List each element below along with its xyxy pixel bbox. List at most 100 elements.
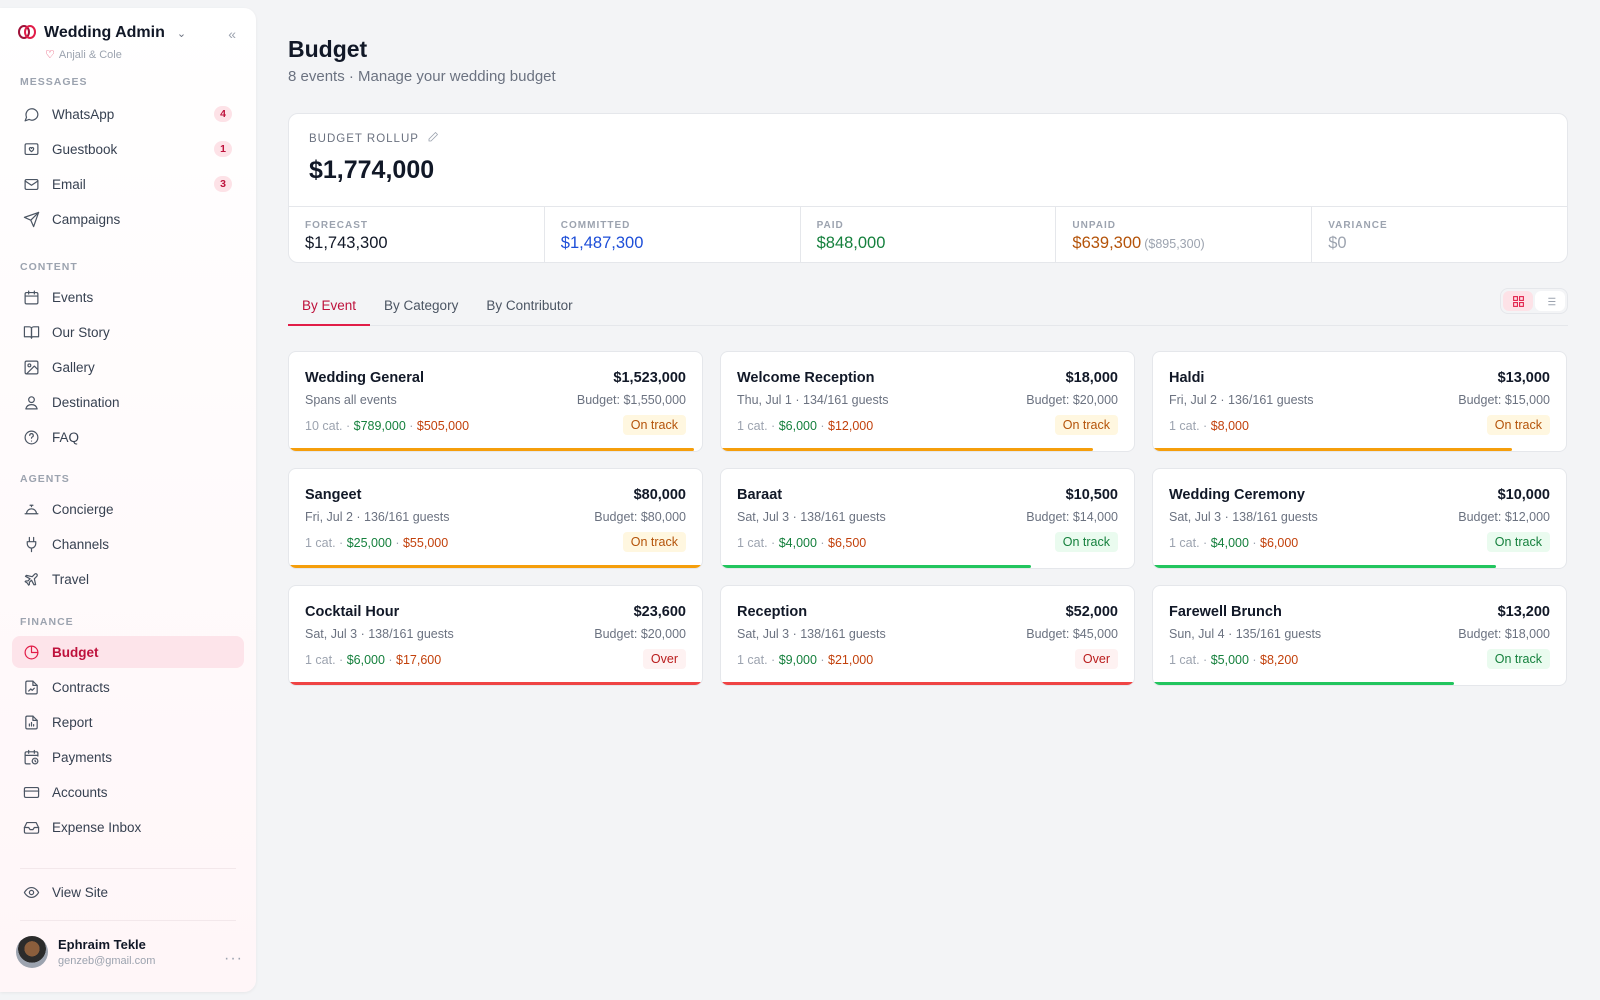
budget-progress-bar	[289, 682, 702, 685]
sidebar-item-destination[interactable]: Destination	[12, 386, 244, 418]
event-card[interactable]: Cocktail Hour $23,600 Sat, Jul 3 · 138/161…	[288, 585, 703, 686]
category-count: 1 cat.	[1169, 419, 1200, 433]
message-circle-icon	[22, 105, 40, 123]
budget-progress-bar	[721, 448, 1093, 451]
event-total: $18,000	[1065, 370, 1118, 386]
event-card[interactable]: Wedding Ceremony $10,000 Sat, Jul 3 · 138/…	[1152, 468, 1567, 569]
sidebar-item-faq[interactable]: FAQ	[12, 421, 244, 453]
event-breakdown: 1 cat. · $6,000 · $17,600	[305, 653, 442, 667]
event-budget: Budget: $14,000	[1026, 510, 1118, 524]
event-breakdown: 1 cat. · $4,000 · $6,500	[737, 536, 867, 550]
paid-amount: $6,000	[346, 653, 385, 667]
event-card[interactable]: Farewell Brunch $13,200 Sun, Jul 4 · 135/1…	[1152, 585, 1567, 686]
avatar	[16, 936, 48, 968]
calendar-icon	[22, 288, 40, 306]
event-breakdown: 1 cat. · $5,000 · $8,200	[1169, 653, 1299, 667]
sidebar-item-expense-inbox[interactable]: Expense Inbox	[12, 811, 244, 843]
budget-progress-bar	[289, 448, 694, 451]
sidebar-item-events[interactable]: Events	[12, 281, 244, 313]
sidebar-item-label: Contracts	[52, 679, 110, 695]
status-badge: On track	[1486, 532, 1550, 552]
help-circle-icon	[22, 428, 40, 446]
sidebar-item-report[interactable]: Report	[12, 706, 244, 738]
metric-value: $1,743,300	[305, 234, 528, 253]
event-cards-grid: Wedding General $1,523,000 Spans all event…	[288, 351, 1568, 686]
map-pin-icon	[22, 393, 40, 411]
metric-paid: PAID $848,000	[801, 207, 1057, 263]
pie-chart-icon	[22, 643, 40, 661]
budget-progress-bar	[1153, 565, 1496, 568]
more-horizontal-icon[interactable]: ···	[224, 950, 243, 967]
unread-badge: 4	[214, 106, 232, 122]
sidebar-item-gallery[interactable]: Gallery	[12, 351, 244, 383]
book-icon	[22, 323, 40, 341]
event-total: $13,200	[1497, 604, 1550, 620]
event-card[interactable]: Welcome Reception $18,000 Thu, Jul 1 · 134…	[720, 351, 1135, 452]
metric-label: COMMITTED	[560, 220, 631, 231]
event-card[interactable]: Baraat $10,500 Sat, Jul 3 · 138/161 guests…	[720, 468, 1135, 569]
sidebar-item-channels[interactable]: Channels	[12, 528, 244, 560]
sidebar-item-label: Report	[52, 714, 93, 730]
event-meta: Spans all events	[305, 393, 397, 407]
mail-icon	[22, 175, 40, 193]
plug-icon	[22, 535, 40, 553]
inbox-icon	[22, 818, 40, 836]
app-title: Wedding Admin	[44, 24, 165, 41]
metric-value: $639,300 ($895,300)	[1072, 234, 1295, 253]
sidebar-item-guestbook[interactable]: Guestbook 1	[12, 133, 244, 165]
sidebar-item-email[interactable]: Email 3	[12, 168, 244, 200]
workspace-switcher[interactable]: Wedding Admin ⌄	[18, 24, 186, 42]
tab-by-category[interactable]: By Category	[384, 298, 459, 313]
sidebar-item-concierge[interactable]: Concierge	[12, 493, 244, 525]
sidebar-item-contracts[interactable]: Contracts	[12, 671, 244, 703]
calendar-clock-icon	[22, 748, 40, 766]
tab-by-contributor[interactable]: By Contributor	[486, 298, 573, 313]
event-card[interactable]: Wedding General $1,523,000 Spans all event…	[288, 351, 703, 452]
section-label-finance: FINANCE	[20, 616, 74, 628]
sidebar-item-travel[interactable]: Travel	[12, 563, 244, 595]
status-badge: On track	[1486, 649, 1550, 669]
paid-amount: $4,000	[1210, 536, 1249, 550]
grid-view-button[interactable]	[1503, 291, 1533, 311]
sidebar-item-budget[interactable]: Budget	[12, 636, 244, 668]
sidebar-item-label: Concierge	[52, 501, 114, 517]
event-budget: Budget: $18,000	[1458, 627, 1550, 641]
sidebar-item-our-story[interactable]: Our Story	[12, 316, 244, 348]
view-site-link[interactable]: View Site	[12, 876, 244, 908]
paid-amount: $6,000	[778, 419, 817, 433]
page-title: Budget	[288, 36, 368, 62]
list-view-button[interactable]	[1535, 291, 1565, 311]
event-budget: Budget: $15,000	[1458, 393, 1550, 407]
edit-pencil-icon[interactable]	[427, 131, 439, 146]
user-profile[interactable]: Ephraim Tekle genzeb@gmail.com	[16, 936, 155, 968]
event-budget: Budget: $45,000	[1026, 627, 1118, 641]
section-label-agents: AGENTS	[20, 473, 70, 485]
budget-progress-bar	[1153, 682, 1455, 685]
event-budget: Budget: $1,550,000	[576, 393, 686, 407]
sidebar-item-label: Gallery	[52, 359, 95, 375]
sidebar-item-label: Campaigns	[52, 211, 121, 227]
sidebar-item-label: Channels	[52, 536, 110, 552]
metric-amount: $848,000	[816, 234, 886, 252]
budget-progress-bar	[721, 565, 1031, 568]
section-label-messages: MESSAGES	[20, 76, 88, 88]
sidebar-item-label: View Site	[52, 884, 109, 900]
view-toggle	[1500, 288, 1568, 314]
tab-by-event[interactable]: By Event	[288, 292, 371, 326]
sidebar-item-campaigns[interactable]: Campaigns	[12, 203, 244, 235]
metric-variance: VARIANCE $0	[1312, 207, 1567, 263]
sidebar-item-whatsapp[interactable]: WhatsApp 4	[12, 98, 244, 130]
collapse-sidebar-icon[interactable]: «	[228, 26, 236, 42]
sidebar-item-label: Accounts	[52, 784, 108, 800]
event-name: Cocktail Hour	[305, 604, 400, 620]
section-label-content: CONTENT	[20, 261, 78, 273]
metric-sub: ($895,300)	[1144, 237, 1205, 251]
event-card[interactable]: Sangeet $80,000 Fri, Jul 2 · 136/161 guest…	[288, 468, 703, 569]
event-name: Haldi	[1169, 370, 1205, 386]
event-card[interactable]: Haldi $13,000 Fri, Jul 2 · 136/161 guests B…	[1152, 351, 1567, 452]
unpaid-amount: $6,000	[1260, 536, 1299, 550]
sidebar-item-accounts[interactable]: Accounts	[12, 776, 244, 808]
status-badge: On track	[1486, 415, 1550, 435]
event-card[interactable]: Reception $52,000 Sat, Jul 3 · 138/161 gue…	[720, 585, 1135, 686]
sidebar-item-payments[interactable]: Payments	[12, 741, 244, 773]
